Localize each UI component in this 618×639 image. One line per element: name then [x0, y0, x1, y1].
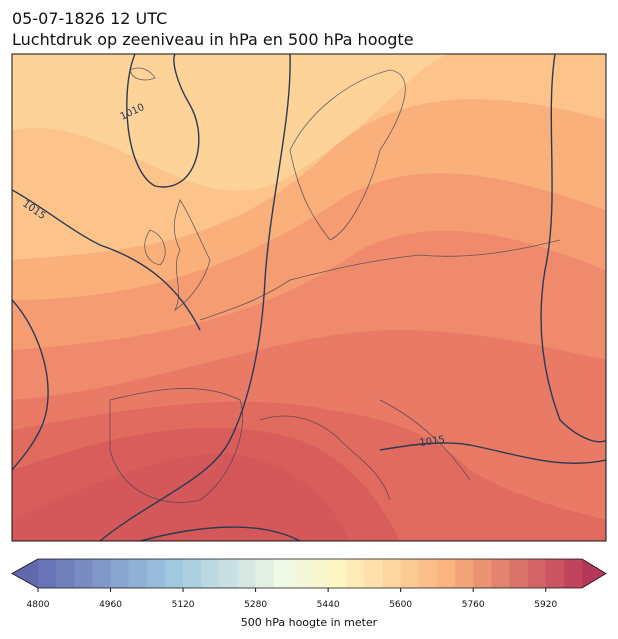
- colorbar-bin: [455, 559, 474, 588]
- colorbar-bin: [491, 559, 510, 588]
- colorbar-bin: [473, 559, 492, 588]
- colorbar-bin: [527, 559, 547, 588]
- colorbar-bin: [418, 559, 438, 588]
- colorbar-bin: [92, 559, 111, 588]
- colorbar-bin: [74, 559, 93, 588]
- colorbar-tick-label: 5760: [462, 600, 485, 610]
- colorbar-bin: [310, 559, 329, 588]
- title: 05-07-1826 12 UTC: [12, 9, 167, 28]
- colorbar-tick-label: 5440: [317, 600, 340, 610]
- colorbar-tick-label: 5920: [534, 600, 557, 610]
- colorbar-tick-label: 4800: [27, 600, 50, 610]
- colorbar-bin: [545, 559, 565, 588]
- colorbar-bin: [273, 559, 293, 588]
- colorbar-bin: [146, 559, 166, 588]
- colorbar-bin: [255, 559, 275, 588]
- colorbar-tick-label: 5280: [244, 600, 267, 610]
- colorbar: [12, 559, 606, 588]
- isobar-label: 1015: [419, 435, 446, 449]
- colorbar-bin: [164, 559, 184, 588]
- colorbar-bin: [110, 559, 129, 588]
- map: 1010 1015 1015: [12, 54, 606, 541]
- colorbar-bin: [364, 559, 383, 588]
- colorbar-bin: [346, 559, 365, 588]
- colorbar-tick-label: 5120: [172, 600, 195, 610]
- colorbar-bin: [201, 559, 220, 588]
- colorbar-tick-label: 4960: [99, 600, 122, 610]
- colorbar-bin: [219, 559, 238, 588]
- colorbar-bin: [183, 559, 202, 588]
- colorbar-bin: [56, 559, 75, 588]
- colorbar-bin: [436, 559, 456, 588]
- colorbar-outline: [11, 558, 607, 589]
- colorbar-bin: [563, 559, 583, 588]
- colorbar-extend-low: [12, 559, 38, 588]
- colorbar-bin: [509, 559, 528, 588]
- colorbar-bin: [400, 559, 420, 588]
- colorbar-extend-high: [582, 559, 606, 588]
- map-frame: [11, 53, 607, 542]
- subtitle: Luchtdruk op zeeniveau in hPa en 500 hPa…: [12, 30, 414, 49]
- colorbar-bin: [128, 559, 148, 588]
- colorbar-bin: [328, 559, 347, 588]
- colorbar-tick-label: 5600: [389, 600, 412, 610]
- colorbar-bin: [237, 559, 256, 588]
- colorbar-bin: [38, 559, 57, 588]
- colorbar-bin: [382, 559, 401, 588]
- colorbar-bin: [291, 559, 311, 588]
- colorbar-label: 500 hPa hoogte in meter: [241, 616, 378, 629]
